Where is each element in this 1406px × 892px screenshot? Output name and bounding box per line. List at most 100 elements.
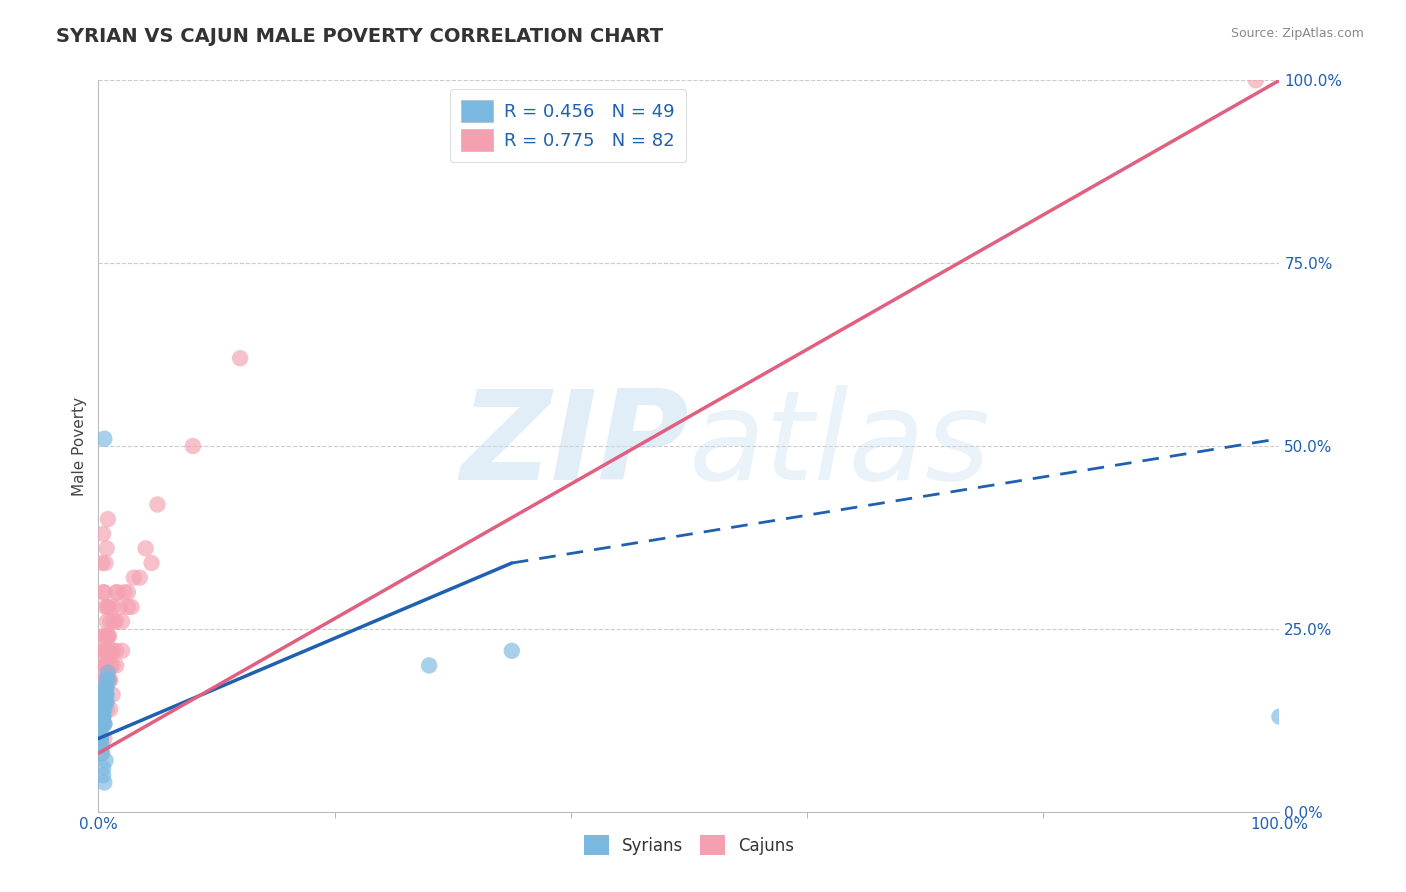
Point [93, 695, 115, 709]
Point [90, 724, 112, 739]
Point [96, 541, 118, 556]
Point [93, 673, 115, 687]
Point [112, 585, 135, 599]
Point [98, 673, 121, 687]
Point [97, 665, 120, 680]
Point [98, 702, 121, 716]
Point [98, 673, 121, 687]
Point [97, 629, 120, 643]
Point [101, 644, 124, 658]
Legend: Syrians, Cajuns: Syrians, Cajuns [576, 829, 801, 862]
Point [96, 695, 118, 709]
Point [91, 717, 114, 731]
Point [91, 739, 114, 753]
Point [91, 644, 114, 658]
Point [91, 768, 114, 782]
Point [91, 709, 114, 723]
Point [93, 702, 115, 716]
Point [91, 717, 114, 731]
Point [91, 717, 114, 731]
Point [94, 673, 117, 687]
Point [94, 681, 117, 695]
Point [128, 571, 150, 585]
Point [91, 709, 114, 723]
Point [91, 585, 114, 599]
Point [96, 644, 118, 658]
Point [91, 556, 114, 570]
Point [93, 644, 115, 658]
Point [93, 731, 115, 746]
Text: atlas: atlas [689, 385, 991, 507]
Point [98, 644, 121, 658]
Point [94, 695, 117, 709]
Text: ZIP: ZIP [460, 385, 689, 507]
Point [146, 498, 169, 512]
Point [117, 599, 139, 614]
Point [91, 702, 114, 716]
Point [93, 695, 115, 709]
Point [90, 731, 112, 746]
Point [91, 702, 114, 716]
Point [96, 658, 118, 673]
Point [94, 688, 117, 702]
Point [105, 615, 128, 629]
Point [90, 739, 112, 753]
Point [97, 599, 120, 614]
Point [90, 731, 112, 746]
Point [97, 644, 120, 658]
Point [91, 526, 114, 541]
Point [91, 709, 114, 723]
Point [93, 673, 115, 687]
Point [101, 599, 124, 614]
Point [91, 673, 114, 687]
Point [122, 571, 145, 585]
Point [94, 681, 117, 695]
Text: SYRIAN VS CAJUN MALE POVERTY CORRELATION CHART: SYRIAN VS CAJUN MALE POVERTY CORRELATION… [56, 27, 664, 45]
Point [105, 644, 128, 658]
Point [91, 702, 114, 716]
Point [91, 702, 114, 716]
Point [93, 432, 115, 446]
Point [91, 746, 114, 760]
Point [105, 585, 128, 599]
Point [98, 629, 121, 643]
Point [91, 702, 114, 716]
Point [103, 615, 125, 629]
Point [91, 709, 114, 723]
Point [90, 731, 112, 746]
Point [91, 702, 114, 716]
Point [111, 644, 134, 658]
Point [98, 673, 121, 687]
Point [121, 599, 143, 614]
Point [96, 681, 118, 695]
Point [93, 585, 115, 599]
Point [93, 717, 115, 731]
Point [94, 599, 117, 614]
Point [91, 746, 114, 760]
Point [91, 702, 114, 716]
Point [97, 512, 120, 526]
Point [93, 775, 115, 789]
Point [98, 615, 121, 629]
Y-axis label: Male Poverty: Male Poverty [72, 396, 87, 496]
Point [101, 688, 124, 702]
Point [91, 688, 114, 702]
Point [108, 599, 131, 614]
Point [91, 629, 114, 643]
Point [93, 673, 115, 687]
Point [96, 673, 118, 687]
Point [91, 709, 114, 723]
Point [96, 615, 118, 629]
Point [94, 695, 117, 709]
Point [181, 439, 204, 453]
Point [96, 688, 118, 702]
Point [90, 717, 112, 731]
Text: Source: ZipAtlas.com: Source: ZipAtlas.com [1230, 27, 1364, 40]
Point [94, 629, 117, 643]
Point [91, 702, 114, 716]
Point [105, 658, 128, 673]
Point [141, 556, 163, 570]
Point [96, 658, 118, 673]
Point [94, 556, 117, 570]
Point [90, 731, 112, 746]
